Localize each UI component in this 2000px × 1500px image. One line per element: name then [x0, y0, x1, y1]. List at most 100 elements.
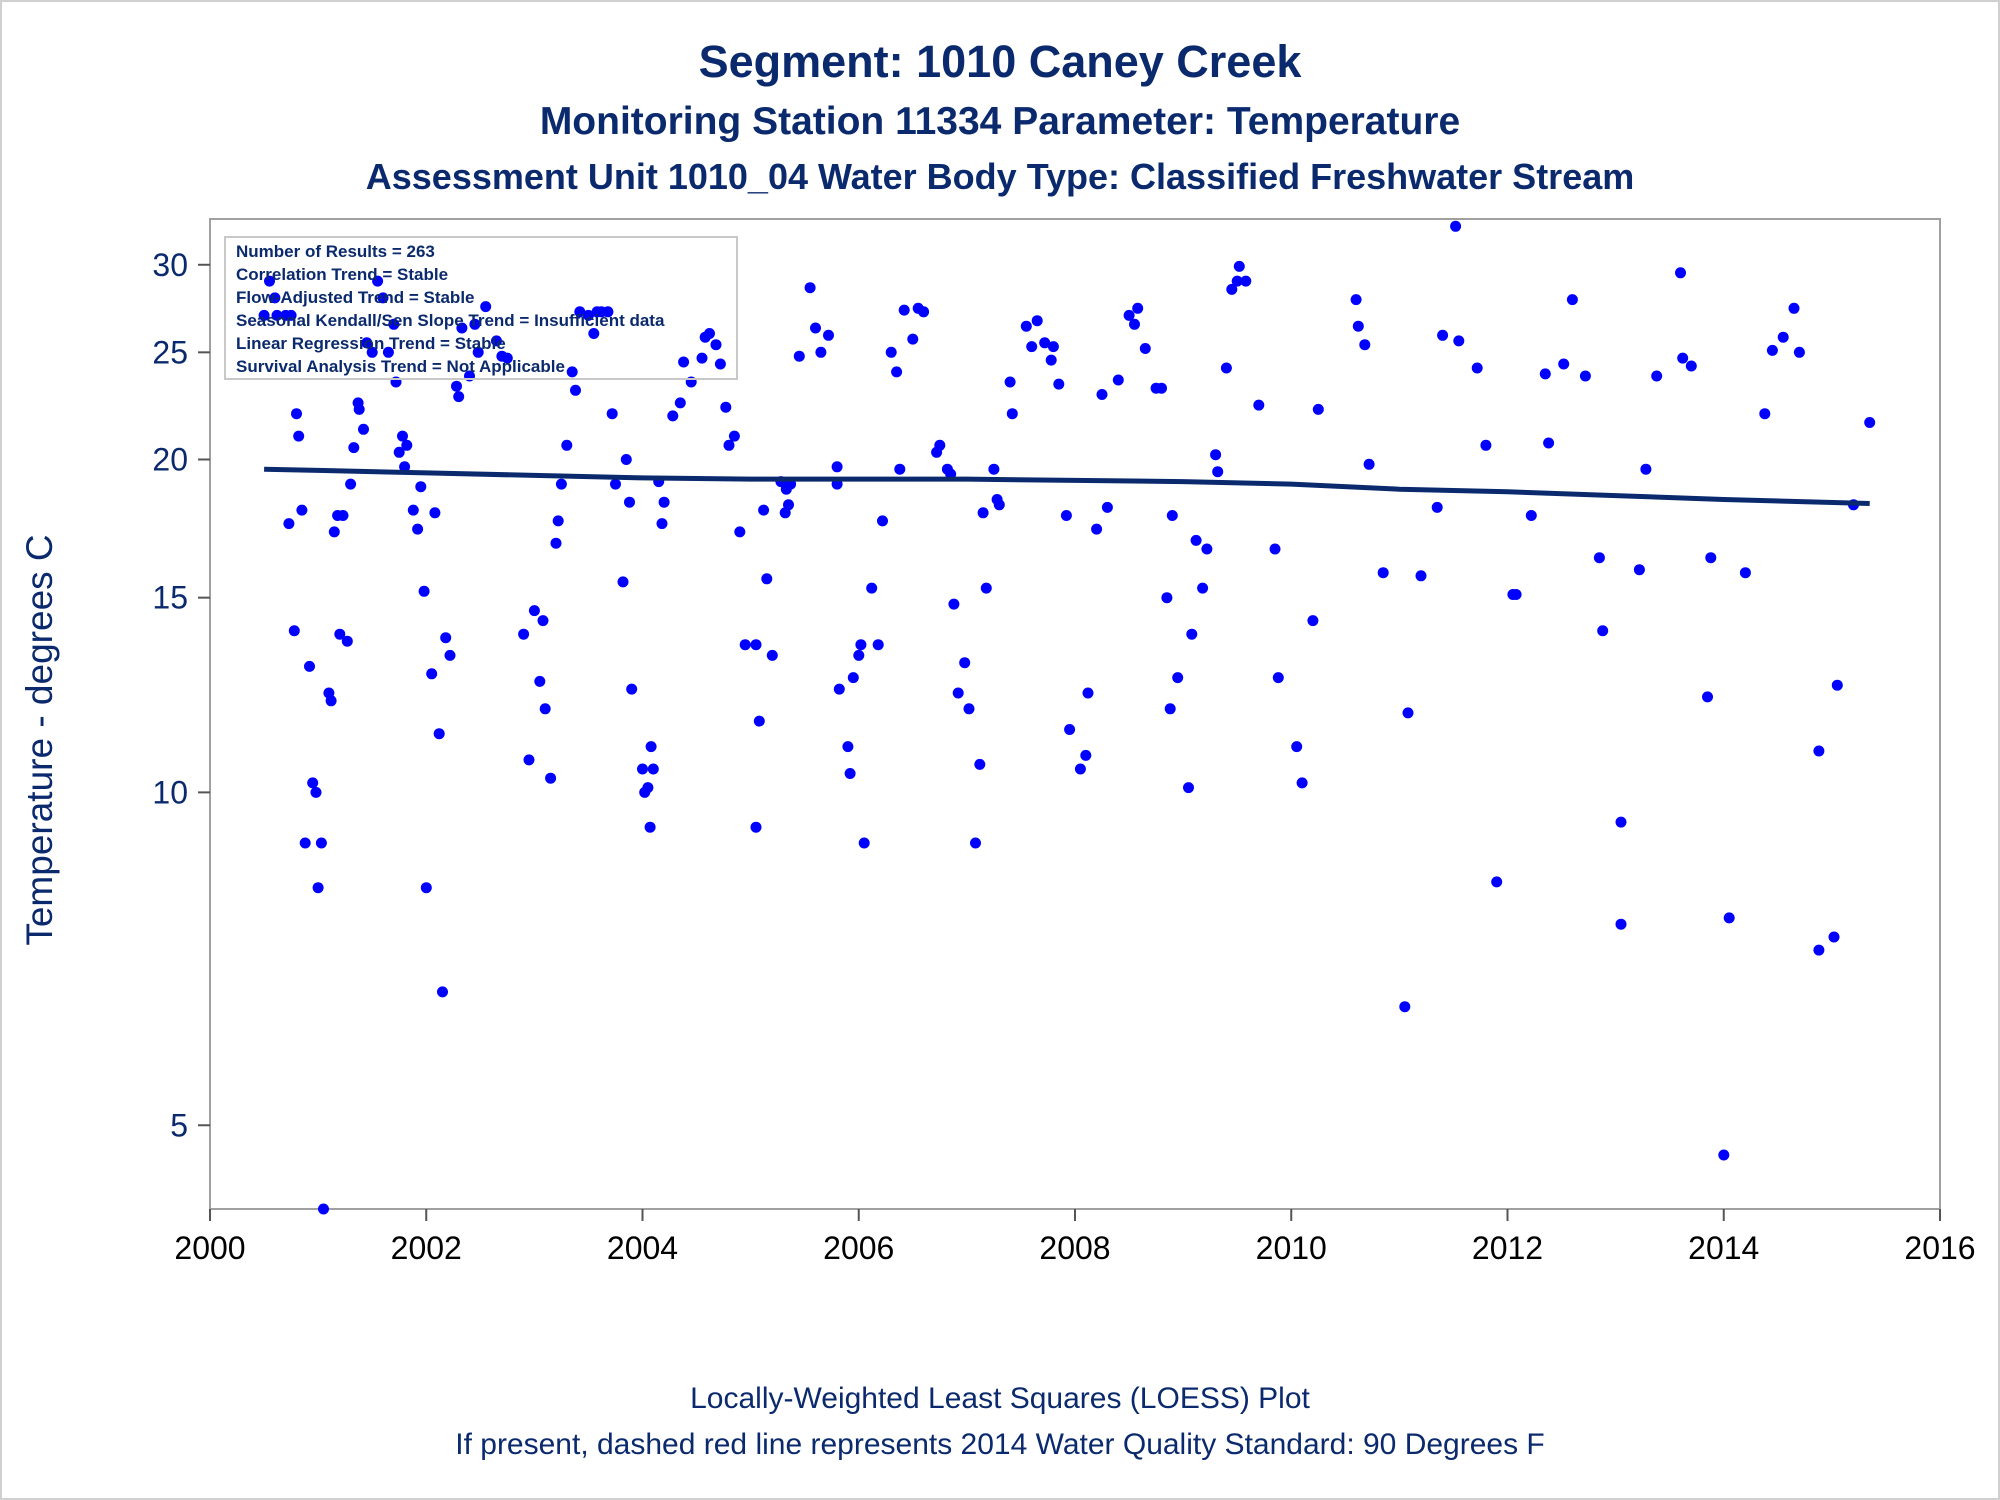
data-point: [977, 507, 989, 519]
data-point: [296, 504, 308, 516]
data-point: [907, 333, 919, 345]
data-point: [315, 837, 327, 849]
data-point: [1064, 724, 1076, 735]
data-point: [1231, 275, 1243, 287]
data-point: [1091, 523, 1103, 535]
data-point: [1828, 931, 1840, 943]
data-point: [710, 339, 722, 351]
data-point: [1240, 275, 1252, 287]
data-point: [831, 461, 843, 473]
loess-trend-line: [264, 466, 1870, 506]
data-point: [877, 515, 888, 527]
data-point: [1793, 346, 1805, 358]
data-point: [426, 668, 438, 680]
data-point: [617, 576, 629, 588]
data-point: [1525, 510, 1537, 521]
data-point: [345, 478, 357, 490]
data-point: [1702, 691, 1713, 703]
data-point: [480, 301, 492, 313]
data-point: [334, 628, 346, 640]
y-tick-label: 25: [152, 334, 188, 370]
stats-line-survival: Survival Analysis Trend = Not Applicable: [236, 357, 565, 376]
data-point: [299, 837, 311, 849]
chart-subtitle-2: Assessment Unit 1010_04 Water Body Type:…: [365, 156, 1635, 197]
data-point: [537, 615, 549, 627]
stats-line-flow-adjusted: Flow-Adjusted Trend = Stable: [236, 288, 475, 307]
data-point: [667, 410, 679, 422]
data-point: [766, 649, 778, 661]
data-point: [783, 499, 794, 511]
data-point: [1226, 283, 1238, 295]
data-point: [528, 605, 540, 617]
data-point: [970, 837, 981, 849]
data-point: [656, 518, 668, 530]
data-point: [853, 649, 865, 661]
data-point: [523, 754, 535, 766]
statistics-box: Number of Results = 263 Correlation Tren…: [224, 236, 738, 380]
data-point: [624, 496, 635, 508]
data-point: [552, 515, 564, 527]
data-point: [550, 537, 562, 549]
data-point: [269, 292, 281, 304]
stats-line-correlation: Correlation Trend = Stable: [236, 265, 449, 284]
data-point: [1675, 267, 1686, 279]
data-point: [433, 728, 445, 740]
data-point: [1615, 816, 1627, 828]
data-point: [412, 523, 424, 535]
data-point: [328, 526, 340, 538]
data-point: [1045, 354, 1057, 366]
data-point: [293, 430, 305, 442]
data-point: [1350, 294, 1362, 306]
data-point: [307, 777, 319, 789]
data-point: [1718, 1149, 1730, 1161]
data-point: [258, 309, 270, 321]
x-tick-label: 2008: [1039, 1230, 1110, 1266]
data-point: [753, 715, 765, 727]
data-point: [1220, 362, 1232, 374]
data-point: [1112, 374, 1124, 386]
x-tick-label: 2000: [174, 1230, 245, 1266]
data-point: [1004, 376, 1016, 388]
data-point: [758, 504, 770, 516]
data-point: [696, 352, 708, 364]
data-point: [1060, 510, 1072, 521]
data-point: [1510, 589, 1522, 600]
data-point: [1080, 749, 1092, 761]
data-point: [1212, 466, 1224, 478]
data-point: [948, 598, 960, 610]
data-point: [444, 649, 456, 661]
data-point: [377, 292, 389, 304]
data-point: [469, 318, 481, 330]
data-point: [534, 675, 546, 687]
data-point: [1296, 777, 1308, 789]
data-point: [993, 499, 1005, 511]
data-point: [415, 481, 427, 493]
data-point: [739, 639, 751, 651]
data-point: [963, 703, 975, 715]
data-point: [645, 741, 657, 753]
data-point: [1269, 543, 1281, 555]
data-point: [1074, 763, 1086, 775]
data-point: [1759, 408, 1771, 420]
data-point: [1558, 358, 1570, 370]
data-point: [491, 335, 502, 347]
data-point: [1272, 672, 1284, 684]
data-point: [952, 687, 964, 699]
data-point: [1197, 582, 1209, 594]
data-point: [437, 986, 448, 998]
data-point: [1233, 260, 1245, 272]
data-point: [1047, 341, 1059, 353]
y-tick-label: 20: [152, 441, 188, 477]
x-tick-label: 2010: [1256, 1230, 1327, 1266]
data-point: [918, 306, 930, 318]
data-point: [366, 346, 378, 358]
data-point: [561, 439, 573, 451]
data-point: [353, 403, 365, 415]
data-point: [1597, 625, 1609, 637]
data-point: [318, 1203, 329, 1215]
data-point: [574, 306, 586, 318]
x-tick-label: 2004: [607, 1230, 678, 1266]
data-point: [804, 282, 816, 294]
